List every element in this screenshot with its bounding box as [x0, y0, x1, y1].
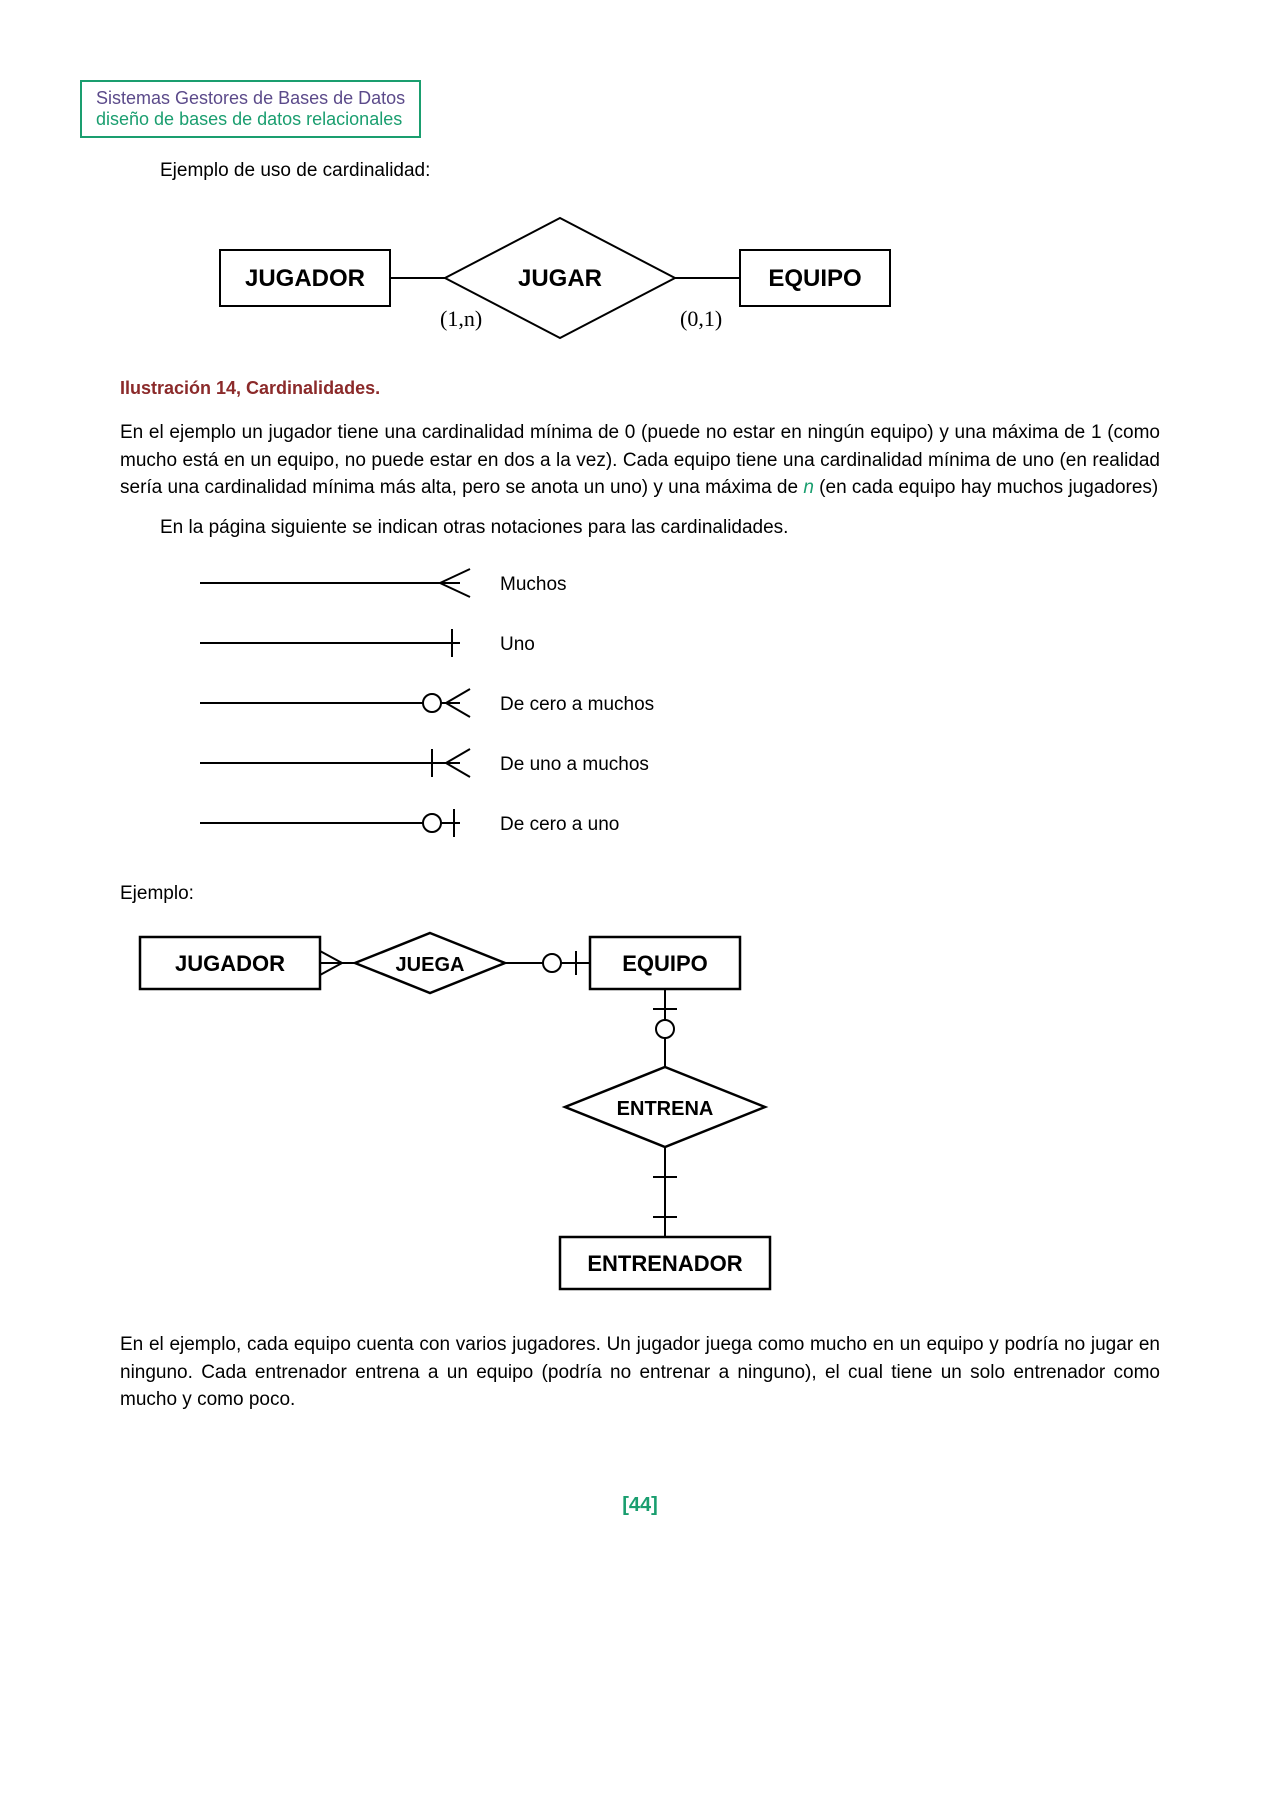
legend-label: Uno	[500, 634, 535, 655]
crowfoot-jugador-2	[320, 963, 342, 975]
crowfoot-legend: Muchos Uno De cero a muchos De uno a muchos…	[160, 553, 780, 873]
header-subtitle: diseño de bases de datos relacionales	[96, 109, 405, 130]
paragraph-2: En la página siguiente se indican otras …	[160, 514, 1160, 542]
cardinality-left: (1,n)	[440, 306, 482, 331]
crowfoot-jugador-1	[320, 951, 342, 963]
ejemplo-label: Ejemplo:	[120, 883, 1160, 905]
page-number: [44]	[120, 1494, 1160, 1517]
paragraph-1: En el ejemplo un jugador tiene una cardi…	[120, 419, 1160, 502]
cardinality-right: (0,1)	[680, 306, 722, 331]
entity-jugador-2-label: JUGADOR	[175, 951, 285, 976]
entity-entrenador-label: ENTRENADOR	[587, 1251, 742, 1276]
figure-caption: Ilustración 14, Cardinalidades.	[120, 378, 1160, 399]
header-title: Sistemas Gestores de Bases de Datos	[96, 88, 405, 109]
entity-equipo-2-label: EQUIPO	[622, 951, 708, 976]
entity-equipo-label: EQUIPO	[768, 265, 861, 292]
legend-label: De cero a muchos	[500, 694, 654, 715]
zero-circle-equipo-v	[656, 1020, 674, 1038]
header-box: Sistemas Gestores de Bases de Datos dise…	[80, 80, 421, 138]
relation-jugar-label: JUGAR	[518, 265, 602, 292]
er-diagram-2: JUGADOR JUEGA EQUIPO ENTRENA ENTRENADOR	[120, 917, 840, 1307]
legend-label: De uno a muchos	[500, 754, 649, 775]
intro-text: Ejemplo de uso de cardinalidad:	[160, 160, 1160, 182]
relation-entrena-label: ENTRENA	[617, 1098, 714, 1120]
paragraph-3: En el ejemplo, cada equipo cuenta con va…	[120, 1331, 1160, 1414]
entity-jugador-label: JUGADOR	[245, 265, 365, 292]
er-diagram-1: JUGAR JUGADOR EQUIPO (1,n) (0,1)	[160, 200, 960, 360]
legend-label: Muchos	[500, 574, 567, 595]
zero-circle-equipo	[543, 954, 561, 972]
para1-b: (en cada equipo hay muchos jugadores)	[814, 477, 1158, 498]
relation-juega-label: JUEGA	[396, 954, 465, 976]
legend-label: De cero a uno	[500, 814, 619, 835]
para1-n: n	[803, 477, 814, 498]
